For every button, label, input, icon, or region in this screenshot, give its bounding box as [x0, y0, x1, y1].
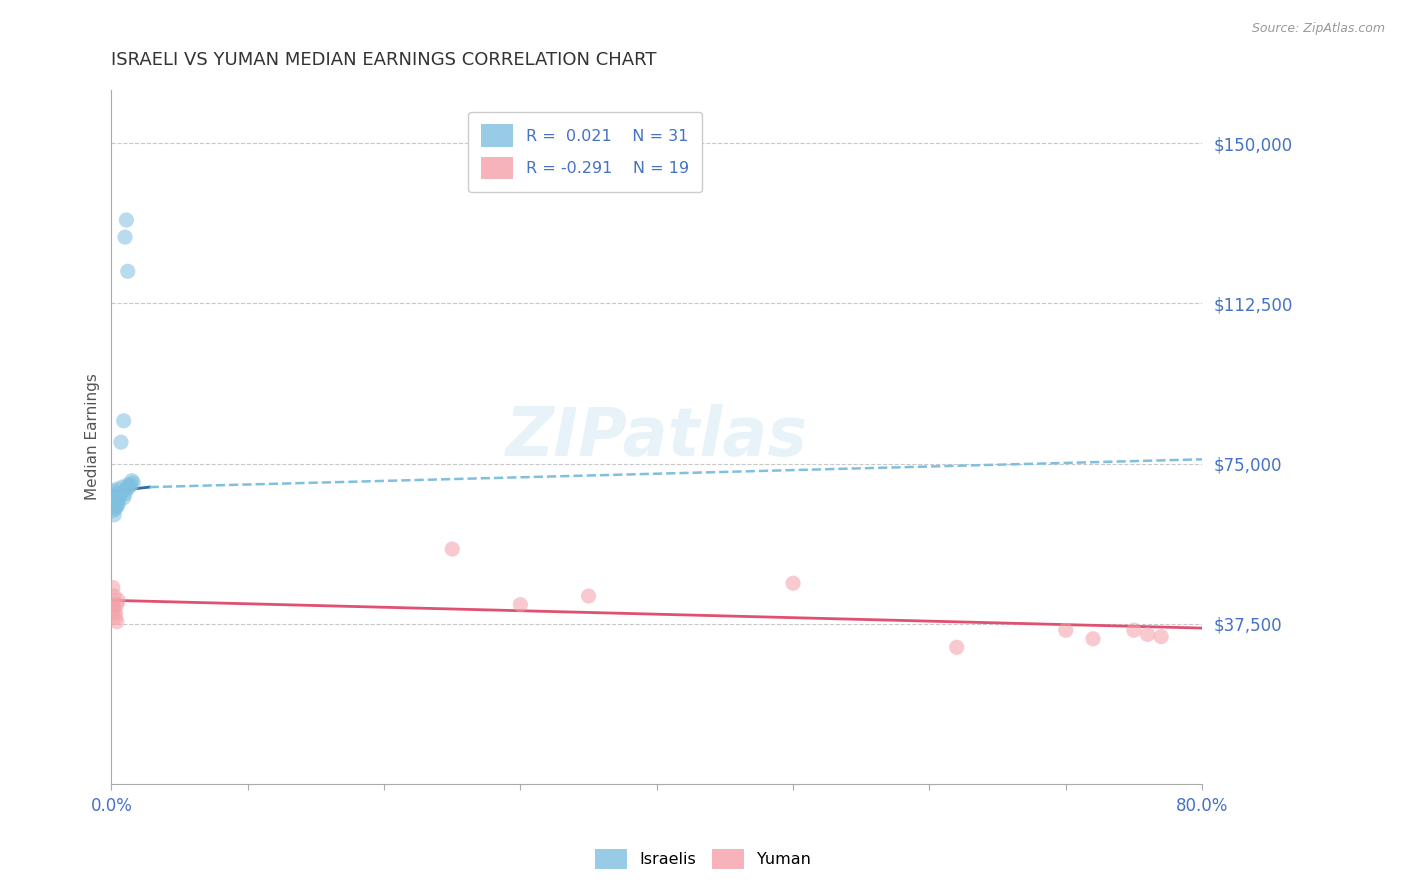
Point [104, 606, 127, 620]
Point [441, 542, 464, 557]
Point [104, 501, 127, 516]
Point [115, 213, 138, 227]
Point [105, 495, 128, 509]
Y-axis label: Median Earnings: Median Earnings [86, 374, 100, 500]
Point [117, 264, 139, 278]
Point [104, 500, 127, 514]
Point [112, 414, 135, 428]
Point [101, 503, 124, 517]
Point [104, 489, 127, 503]
Point [107, 593, 129, 607]
Point [509, 598, 531, 612]
Point [103, 491, 125, 505]
Point [107, 497, 129, 511]
Point [120, 478, 142, 492]
Point [118, 480, 141, 494]
Point [1150, 630, 1173, 644]
Point [578, 589, 600, 603]
Point [105, 482, 128, 496]
Point [1122, 624, 1144, 638]
Point [122, 475, 145, 490]
Point [101, 486, 124, 500]
Point [111, 480, 134, 494]
Text: ISRAELI VS YUMAN MEDIAN EARNINGS CORRELATION CHART: ISRAELI VS YUMAN MEDIAN EARNINGS CORRELA… [111, 51, 657, 69]
Point [1136, 627, 1159, 641]
Point [782, 576, 804, 591]
Point [101, 581, 124, 595]
Legend: R =  0.021    N = 31, R = -0.291    N = 19: R = 0.021 N = 31, R = -0.291 N = 19 [468, 112, 702, 192]
Point [110, 486, 132, 500]
Point [114, 230, 136, 244]
Point [105, 500, 128, 514]
Point [117, 478, 139, 492]
Point [110, 435, 132, 450]
Point [945, 640, 967, 655]
Point [115, 482, 138, 496]
Point [101, 598, 124, 612]
Point [112, 491, 135, 505]
Point [108, 489, 131, 503]
Point [1081, 632, 1104, 646]
Point [101, 495, 124, 509]
Point [105, 598, 128, 612]
Text: ZIPatlas: ZIPatlas [506, 404, 808, 470]
Point [1054, 624, 1077, 638]
Legend: Israelis, Yuman: Israelis, Yuman [589, 843, 817, 875]
Point [107, 492, 129, 507]
Point [103, 589, 125, 603]
Point [114, 486, 136, 500]
Point [104, 610, 127, 624]
Point [103, 508, 125, 522]
Point [103, 602, 125, 616]
Point [103, 484, 125, 499]
Text: Source: ZipAtlas.com: Source: ZipAtlas.com [1251, 22, 1385, 36]
Point [105, 615, 128, 629]
Point [121, 474, 143, 488]
Point [107, 491, 129, 505]
